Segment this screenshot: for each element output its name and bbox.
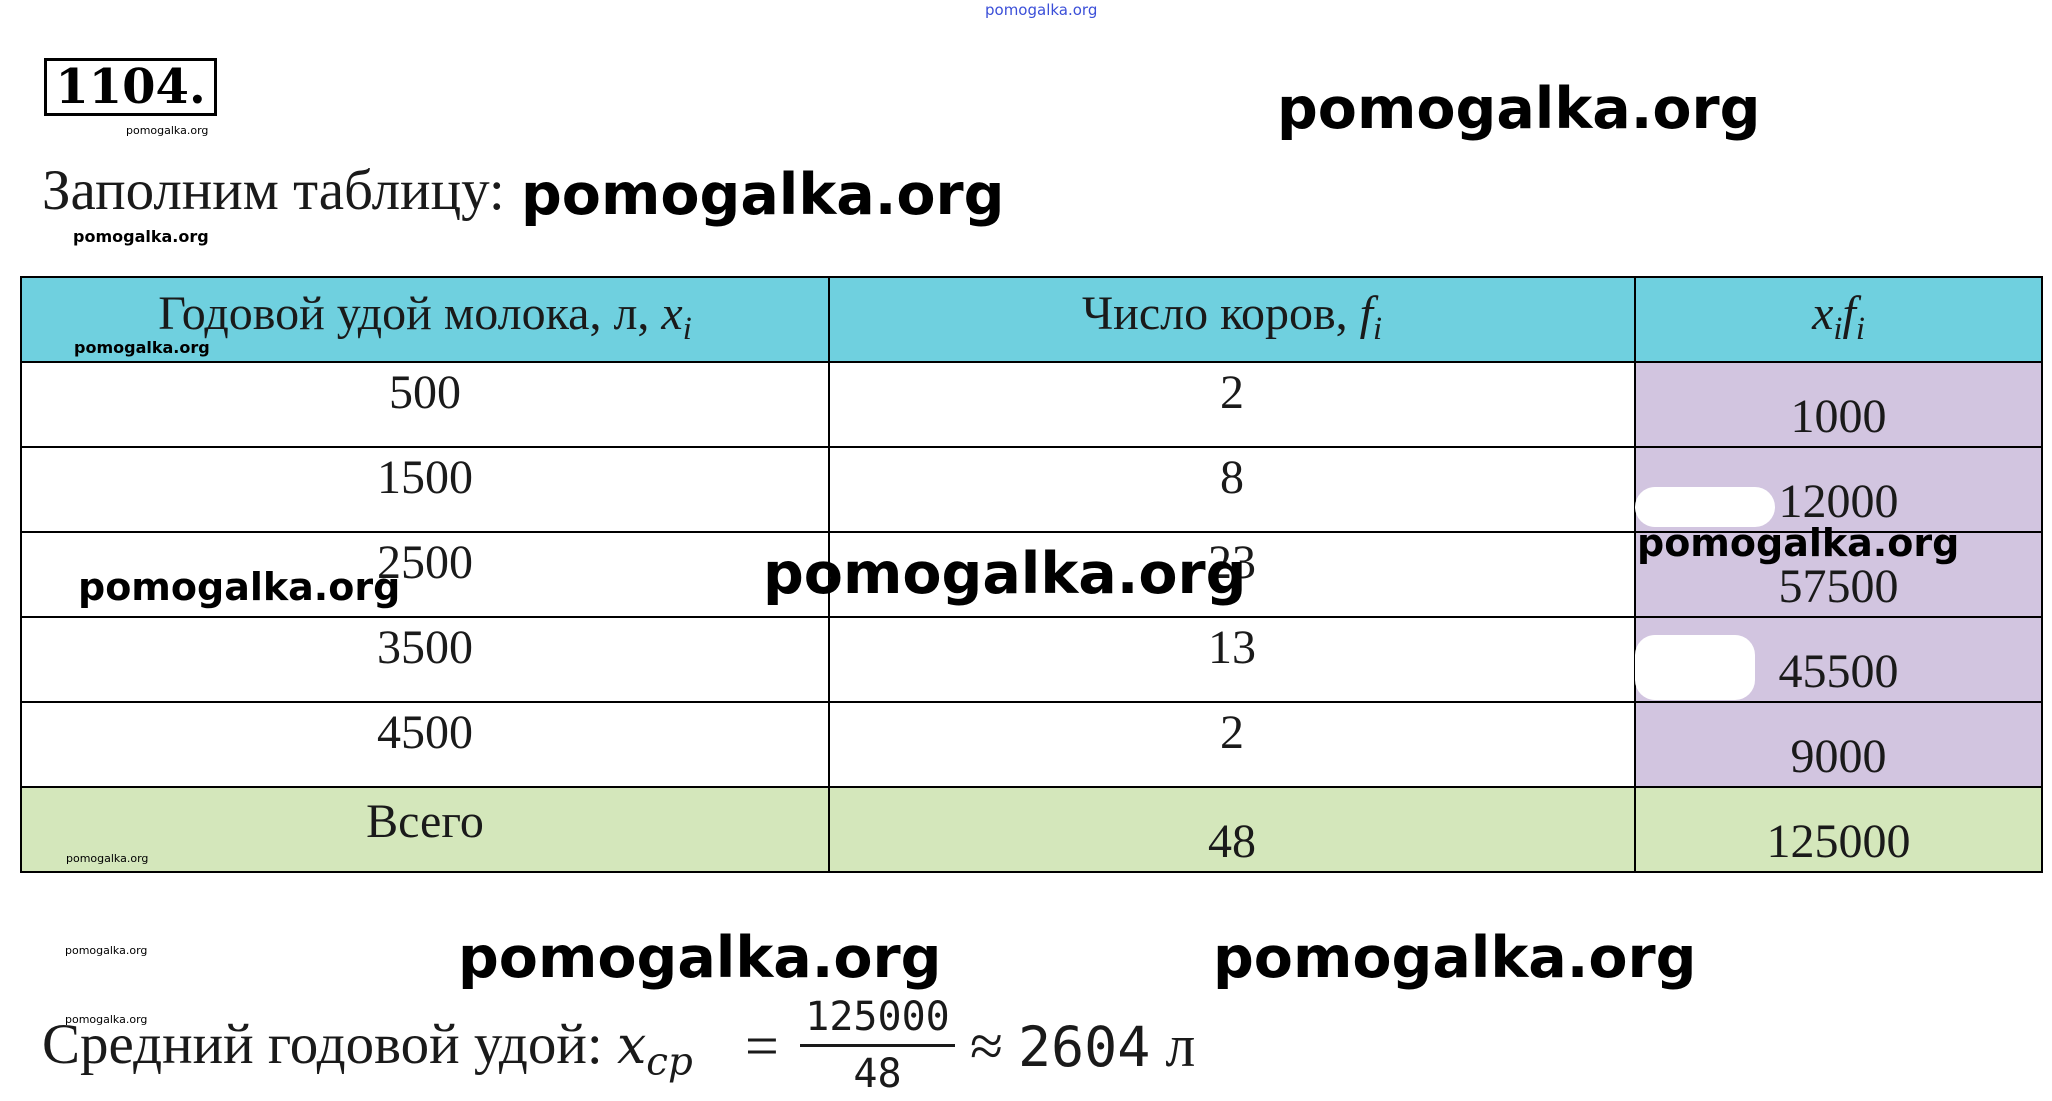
watermark-blotch [1635,635,1755,700]
header-text: Число коров, [1081,287,1360,340]
cell-cows: 2 [828,361,1636,448]
result-value: ≈ 2604 л [970,1012,1195,1081]
watermark-large: pomogalka.org [458,925,942,991]
result-var: x [616,1016,647,1076]
table-total-row: Всего pomogalka.org 48 125000 [20,786,2043,873]
cell-milk: 500 [20,361,830,448]
cell-total-label: Всего pomogalka.org [20,786,830,873]
table-row: 500 2 1000 [20,361,2043,448]
header-var: f [1359,287,1373,340]
header-cow-count: Число коров, fi [828,276,1636,363]
header-var: f [1842,287,1856,340]
total-label: Всего [366,795,484,848]
result-unit: л [1165,1013,1196,1079]
result-label: Средний годовой удой: xcp [42,1010,693,1098]
watermark-tiny: pomogalka.org [73,227,209,246]
header-product: xifi [1634,276,2043,363]
approx-sign: ≈ [970,1013,1003,1079]
header-sub: i [1855,310,1865,347]
watermark-large: pomogalka.org [1277,76,1761,142]
watermark-large: pomogalka.org [521,162,1005,228]
header-sub: i [682,310,692,347]
table-header-row: Годовой удой молока, л, xi pomogalka.org… [20,276,2043,363]
fraction-denominator: 48 [853,1051,902,1097]
result-sub: cp [646,1039,693,1085]
table-row: 2500 23 57500 [20,531,2043,618]
header-milk-yield: Годовой удой молока, л, xi pomogalka.org [20,276,830,363]
cell-cows: 8 [828,446,1636,533]
cell-cows: 2 [828,701,1636,788]
cell-product: 1000 [1634,361,2043,448]
table-row: 1500 8 12000 [20,446,2043,533]
watermark-tiny: pomogalka.org [65,1013,148,1026]
cell-cows: 13 [828,616,1636,703]
cell-milk: 1500 [20,446,830,533]
watermark-tiny: pomogalka.org [65,944,148,957]
header-sub: i [1833,310,1843,347]
intro-text: Заполним таблицу: [42,159,505,222]
fraction-numerator: 125000 [805,994,950,1040]
watermark-table: pomogalka.org [763,541,1247,607]
result-number: 2604 [1017,1015,1151,1079]
watermark-tiny: pomogalka.org [126,124,209,137]
watermark-large: pomogalka.org [1213,925,1697,991]
data-table: Годовой удой молока, л, xi pomogalka.org… [20,276,2043,873]
cell-cows: 23 [828,531,1636,618]
header-var: x [1812,287,1834,340]
cell-milk: 2500 [20,531,830,618]
cell-product: 9000 [1634,701,2043,788]
result-fraction: 125000 48 [800,992,955,1099]
watermark-blotch [1635,487,1775,527]
header-var: x [661,287,683,340]
watermark-top: pomogalka.org [985,1,1098,19]
watermark-tiny: pomogalka.org [66,852,149,865]
cell-milk: 3500 [20,616,830,703]
cell-milk: 4500 [20,701,830,788]
watermark-tiny: pomogalka.org [74,338,210,357]
table-row: 4500 2 9000 [20,701,2043,788]
watermark-table: pomogalka.org [78,565,401,609]
result-equals: = [745,1013,779,1079]
header-text: Годовой удой молока, л, [158,287,662,340]
fraction-line [800,1044,955,1047]
header-sub: i [1372,310,1383,347]
problem-number: 1104. [44,58,217,116]
result-label-text: Средний годовой удой: [42,1013,617,1076]
watermark-table: pomogalka.org [1637,521,1960,565]
cell-product: 57500 [1634,531,2043,618]
cell-total-product: 125000 [1634,786,2043,873]
cell-total-cows: 48 [828,786,1636,873]
